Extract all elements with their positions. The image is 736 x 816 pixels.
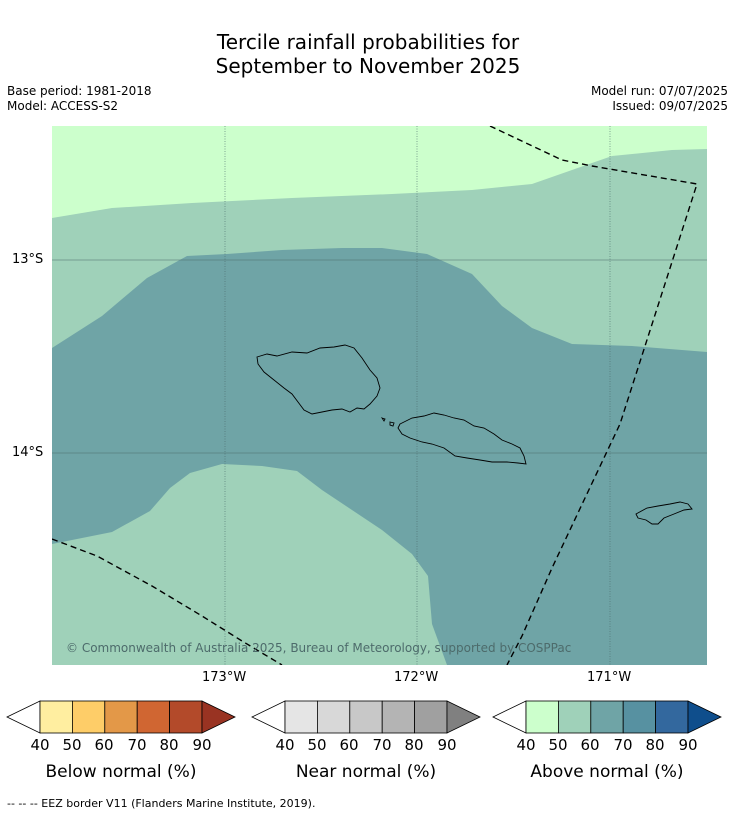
copyright-notice: © Commonwealth of Australia 2025, Bureau… bbox=[66, 641, 572, 655]
lon-label-173w: 173°W bbox=[202, 670, 247, 685]
apolima-island bbox=[389, 421, 395, 427]
upolu-island bbox=[397, 412, 527, 465]
eez-borders bbox=[52, 126, 698, 665]
tick: 40 bbox=[275, 736, 295, 754]
colorbar-below-cell-80-90 bbox=[169, 700, 203, 734]
tick: 50 bbox=[307, 736, 327, 754]
lat-label-13s: 13°S bbox=[12, 252, 44, 267]
tick: 90 bbox=[192, 736, 212, 754]
colorbar-near-over-triangle bbox=[446, 700, 481, 734]
issued-date: Issued: 09/07/2025 bbox=[612, 99, 728, 113]
map-title: Tercile rainfall probabilities for Septe… bbox=[0, 30, 736, 78]
tick: 80 bbox=[404, 736, 424, 754]
colorbar-above-cell-60-70 bbox=[590, 700, 624, 734]
colorbar-near-cell-60-70 bbox=[349, 700, 383, 734]
eez-border-south bbox=[52, 538, 283, 665]
eez-footnote: -- -- -- EEZ border V11 (Flanders Marine… bbox=[7, 797, 316, 810]
colorbar-above-under-triangle bbox=[492, 700, 527, 734]
model-name: Model: ACCESS-S2 bbox=[7, 99, 119, 113]
colorbar-near-cell-70-80 bbox=[381, 700, 415, 734]
colorbar-above-label: Above normal (%) bbox=[530, 762, 684, 782]
lat-label-14s: 14°S bbox=[12, 445, 44, 460]
zone-60-70 bbox=[52, 248, 707, 665]
colorbar-below-under-triangle bbox=[6, 700, 41, 734]
colorbar-above-cell-50-60 bbox=[558, 700, 592, 734]
tick: 70 bbox=[613, 736, 633, 754]
colorbar-below-cell-50-60 bbox=[72, 700, 106, 734]
meta-right: Model run: 07/07/2025 Issued: 09/07/2025 bbox=[591, 84, 728, 114]
tick: 50 bbox=[548, 736, 568, 754]
tick: 50 bbox=[62, 736, 82, 754]
meta-left: Base period: 1981-2018 Model: ACCESS-S2 bbox=[7, 84, 152, 114]
map-panel bbox=[52, 126, 707, 665]
graticule bbox=[52, 126, 707, 665]
lon-label-172w: 172°W bbox=[394, 670, 439, 685]
model-run: Model run: 07/07/2025 bbox=[590, 84, 728, 98]
colorbar-near-label: Near normal (%) bbox=[295, 762, 437, 782]
tutuila-island bbox=[635, 501, 693, 525]
title-line-2: September to November 2025 bbox=[215, 54, 521, 78]
tick: 40 bbox=[30, 736, 50, 754]
base-period: Base period: 1981-2018 bbox=[7, 84, 152, 98]
tick: 40 bbox=[516, 736, 536, 754]
colorbar-near-cell-40-50 bbox=[284, 700, 318, 734]
colorbar-above bbox=[492, 700, 722, 734]
colorbar-above-over-triangle bbox=[687, 700, 722, 734]
tick: 80 bbox=[645, 736, 665, 754]
tick: 90 bbox=[437, 736, 457, 754]
colorbar-below-label: Below normal (%) bbox=[45, 762, 197, 782]
manono-island bbox=[380, 417, 386, 422]
colorbar-below-cell-70-80 bbox=[136, 700, 170, 734]
tick: 70 bbox=[127, 736, 147, 754]
colorbar-above-cell-70-80 bbox=[622, 700, 656, 734]
tick: 60 bbox=[580, 736, 600, 754]
tick: 60 bbox=[94, 736, 114, 754]
colorbar-below-cell-40-50 bbox=[39, 700, 73, 734]
coastlines bbox=[256, 344, 693, 525]
colorbar-near bbox=[251, 700, 481, 734]
savaii-island bbox=[256, 344, 381, 415]
colorbar-near-under-triangle bbox=[251, 700, 286, 734]
map-svg bbox=[52, 126, 707, 665]
colorbar-below bbox=[6, 700, 236, 734]
colorbar-near-cell-80-90 bbox=[414, 700, 448, 734]
tick: 90 bbox=[678, 736, 698, 754]
colorbar-below-over-triangle bbox=[201, 700, 236, 734]
colorbar-above-cell-80-90 bbox=[655, 700, 689, 734]
tick: 60 bbox=[339, 736, 359, 754]
lon-label-171w: 171°W bbox=[587, 670, 632, 685]
tick: 80 bbox=[159, 736, 179, 754]
title-line-1: Tercile rainfall probabilities for bbox=[216, 30, 520, 54]
colorbar-below-cell-60-70 bbox=[104, 700, 138, 734]
colorbar-above-cell-40-50 bbox=[525, 700, 559, 734]
tick: 70 bbox=[372, 736, 392, 754]
colorbar-near-cell-50-60 bbox=[317, 700, 351, 734]
